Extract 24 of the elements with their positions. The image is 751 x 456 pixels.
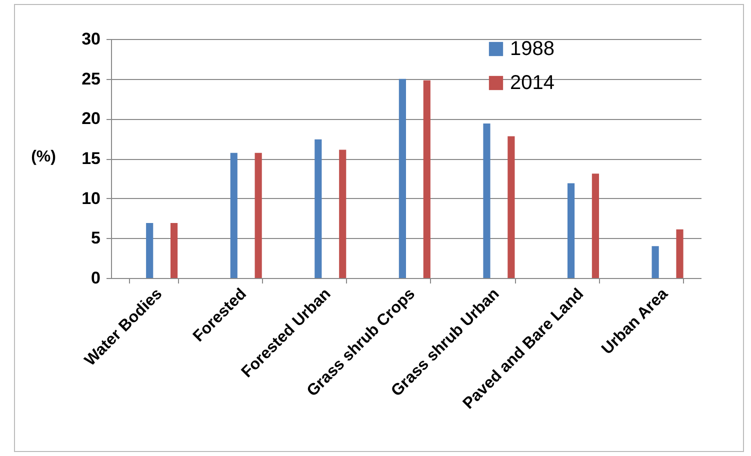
y-tick-label: 0 [91, 268, 100, 288]
y-tick-label: 10 [82, 188, 100, 208]
bar [314, 139, 322, 278]
bar [146, 223, 154, 278]
bar [483, 123, 490, 278]
bar [398, 78, 406, 278]
y-axis-title: (%) [31, 148, 56, 166]
bar [592, 174, 600, 278]
bar [423, 80, 430, 278]
y-tick-label: 5 [91, 228, 100, 248]
legend-label: 1988 [510, 38, 554, 60]
y-tick-label: 30 [82, 30, 100, 48]
bar [508, 136, 515, 278]
bar [170, 223, 178, 278]
y-tick-label: 25 [82, 69, 100, 88]
bar [676, 229, 684, 278]
legend-label: 2014 [510, 72, 554, 94]
y-tick-label: 20 [82, 109, 100, 128]
bar [339, 150, 346, 278]
y-tick-label: 15 [82, 149, 100, 168]
bar [652, 246, 659, 278]
bar [254, 152, 262, 278]
bar [230, 152, 238, 278]
bar [567, 183, 575, 278]
